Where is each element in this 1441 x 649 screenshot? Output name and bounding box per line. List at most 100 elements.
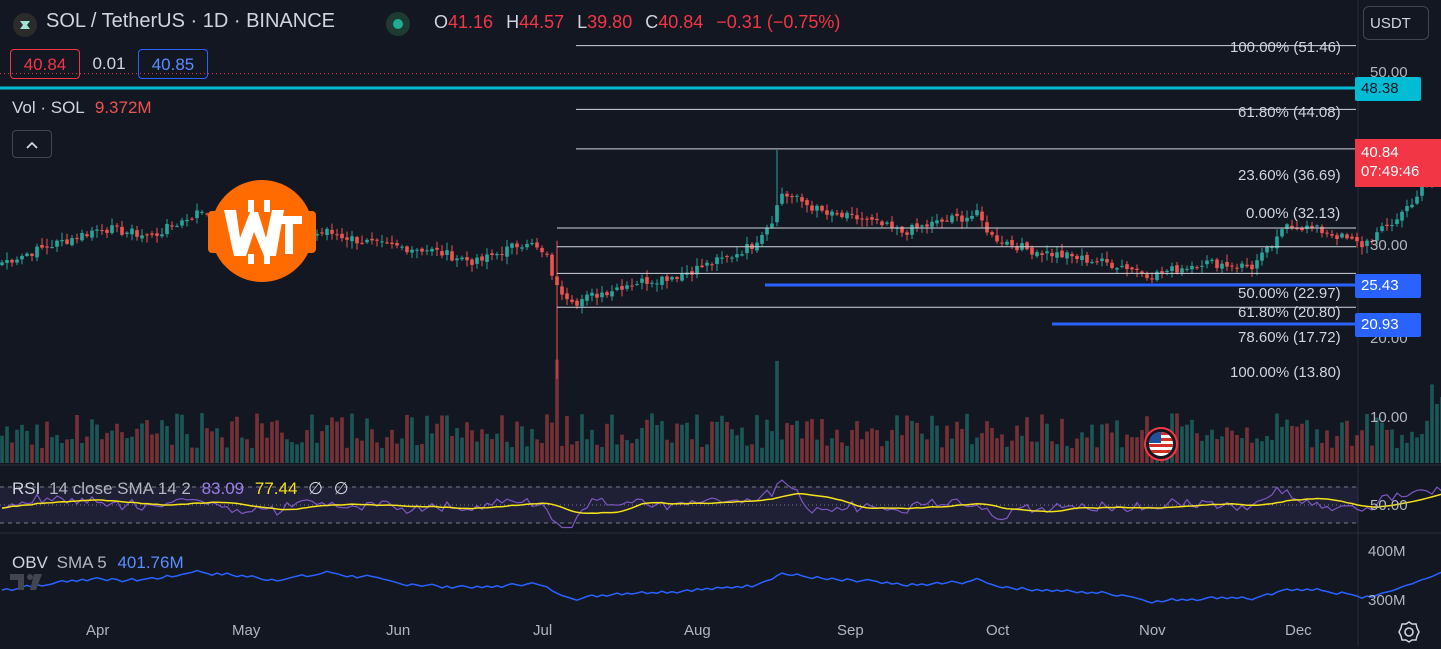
candle-body: [935, 220, 939, 224]
candle-body: [810, 205, 814, 211]
volume-bar: [345, 447, 349, 463]
candle-body: [940, 219, 944, 222]
volume-bar: [735, 435, 739, 463]
collapse-legend-button[interactable]: [12, 130, 52, 158]
fib-upper-label-3: 0.00% (32.13): [1246, 205, 1341, 222]
candle-body: [1250, 264, 1254, 270]
last-price-tag[interactable]: 40.84 07:49:46: [1355, 139, 1441, 187]
candle-body: [460, 257, 464, 260]
candle-body: [565, 293, 569, 300]
candle-body: [1040, 253, 1044, 255]
volume-bar: [290, 442, 294, 463]
candle-body: [965, 217, 969, 222]
volume-bar: [740, 427, 744, 463]
volume-bar: [1320, 442, 1324, 463]
volume-bar: [535, 439, 539, 463]
volume-bar: [330, 417, 334, 463]
volume-bar: [770, 431, 774, 463]
y-tick-10: 10.00: [1370, 409, 1408, 426]
symbol-title[interactable]: SOL / TetherUS · 1D · BINANCE: [46, 10, 335, 32]
currency-selector[interactable]: USDT: [1363, 6, 1429, 40]
volume-bar: [580, 414, 584, 463]
candle-body: [1165, 270, 1169, 273]
candle-body: [35, 246, 39, 258]
candle-body: [110, 225, 114, 234]
candle-body: [85, 234, 89, 237]
candle-body: [140, 235, 144, 239]
volume-bar: [455, 428, 459, 463]
volume-bar: [645, 419, 649, 463]
volume-bar: [630, 443, 634, 463]
volume-bar: [1080, 432, 1084, 463]
candle-body: [1110, 262, 1114, 268]
volume-bar: [305, 430, 309, 463]
candle-body: [1335, 235, 1339, 240]
volume-bar: [1180, 426, 1184, 463]
bid-price-box[interactable]: 40.84: [10, 49, 80, 79]
volume-bar: [1400, 434, 1404, 463]
candle-body: [900, 226, 904, 233]
x-tick-apr: Apr: [86, 622, 110, 639]
candle-body: [1095, 261, 1099, 263]
volume-bar: [850, 430, 854, 463]
us-flag-icon[interactable]: [1144, 427, 1178, 461]
tradingview-logo-icon: [10, 572, 50, 592]
volume-bar: [990, 427, 994, 463]
volume-legend: Vol · SOL 9.372M: [12, 98, 152, 118]
candle-body: [820, 205, 824, 211]
volume-bar: [805, 421, 809, 463]
candle-body: [40, 245, 44, 248]
open-label: O: [434, 12, 449, 32]
candle-body: [150, 233, 154, 235]
x-tick-jun: Jun: [386, 622, 411, 639]
volume-bar: [1070, 447, 1074, 463]
volume-bar: [750, 444, 754, 463]
volume-bar: [30, 444, 34, 463]
volume-bar: [970, 444, 974, 463]
volume-bar: [1305, 420, 1309, 463]
settings-icon[interactable]: [1397, 620, 1421, 644]
candle-body: [165, 223, 169, 235]
volume-bar: [195, 447, 199, 463]
volume-bar: [610, 414, 614, 463]
rsi-legend: RSI 14 close SMA 14 2 83.09 77.44 ∅ ∅: [12, 479, 349, 499]
blue-lower-price-tag[interactable]: 20.93: [1355, 313, 1421, 337]
candle-body: [80, 233, 84, 241]
volume-bar: [1310, 447, 1314, 463]
volume-bar: [1215, 439, 1219, 463]
blue-upper-price-tag[interactable]: 25.43: [1355, 274, 1421, 298]
candle-body: [730, 257, 734, 259]
volume-bar: [870, 428, 874, 463]
candle-body: [145, 234, 149, 236]
candle-body: [1415, 196, 1419, 204]
candle-body: [1310, 225, 1314, 228]
volume-bar: [520, 426, 524, 463]
volume-bar: [1285, 419, 1289, 463]
candle-body: [975, 210, 979, 216]
candle-body: [1070, 254, 1074, 257]
volume-bar: [1095, 447, 1099, 463]
volume-bar: [1335, 435, 1339, 463]
volume-bar: [1435, 403, 1439, 463]
volume-bar: [65, 439, 69, 463]
candle-body: [1145, 274, 1149, 279]
candle-body: [925, 224, 929, 227]
volume-bar: [185, 434, 189, 463]
volume-bar: [1405, 442, 1409, 463]
cyan-line-price-tag[interactable]: 48.38: [1355, 77, 1421, 101]
volume-bar: [560, 445, 564, 463]
volume-bar: [1315, 429, 1319, 463]
ask-price-box[interactable]: 40.85: [138, 49, 208, 79]
candle-body: [545, 253, 549, 255]
volume-bar: [755, 415, 759, 463]
candle-body: [325, 228, 329, 236]
candle-body: [500, 254, 504, 256]
candle-body: [45, 246, 49, 248]
volume-bar: [1140, 430, 1144, 463]
candle-body: [450, 251, 454, 261]
candle-body: [775, 205, 779, 223]
volume-bar: [690, 439, 694, 463]
volume-bar: [1240, 438, 1244, 463]
fib-lower-label-2: 78.60% (17.72): [1238, 329, 1341, 346]
